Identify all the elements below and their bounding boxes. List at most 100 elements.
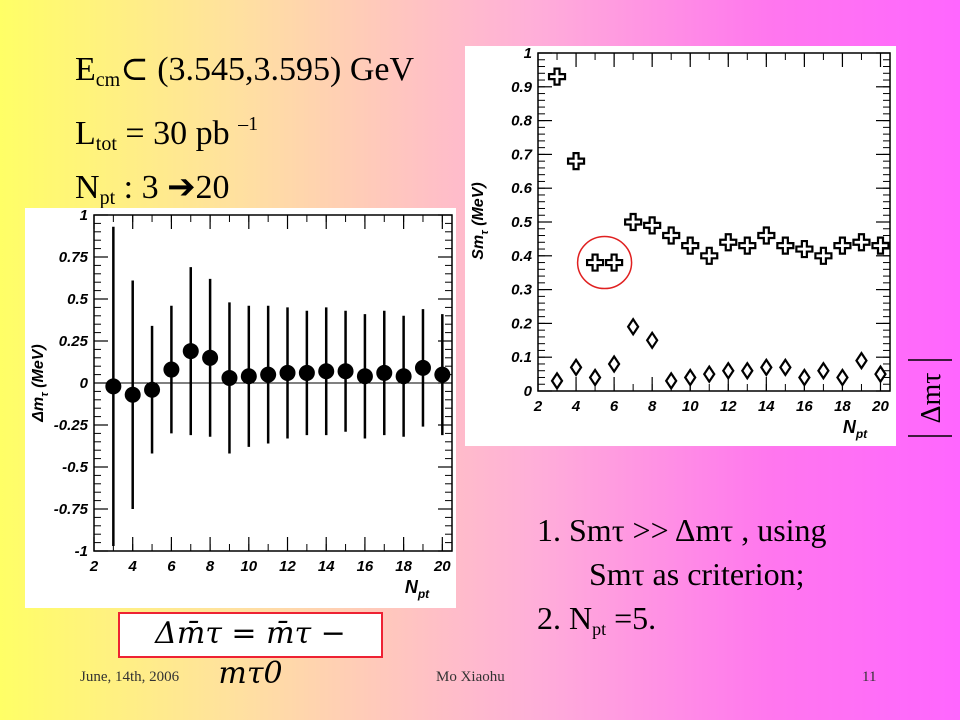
x-tick-label: 16 bbox=[796, 398, 813, 415]
sm-point bbox=[547, 67, 567, 86]
delta-m-abs-point bbox=[569, 357, 583, 377]
sm-point bbox=[757, 226, 776, 245]
x-tick-label: 8 bbox=[648, 398, 657, 415]
data-point bbox=[202, 349, 219, 366]
y-tick-label: -0.5 bbox=[62, 459, 89, 476]
data-point bbox=[298, 364, 315, 381]
delta-m-abs-point bbox=[645, 330, 659, 350]
ecm-line: Ecm⊂ (3.545,3.595) GeV bbox=[75, 48, 414, 102]
sm-point bbox=[719, 233, 738, 252]
header-info: Ecm⊂ (3.545,3.595) GeV Ltot = 30 pb –1 N… bbox=[75, 48, 414, 220]
y-tick-label: 0.2 bbox=[511, 315, 533, 332]
npt-rest: : 3 ➔20 bbox=[115, 169, 230, 206]
note-2-base: 2. N bbox=[537, 600, 593, 636]
x-tick-label: 2 bbox=[89, 558, 99, 575]
footer-page: 11 bbox=[862, 669, 877, 685]
sm-plot-svg: 00.10.20.30.40.50.60.70.80.912 4 6 8 10 12 14 1… bbox=[470, 46, 891, 441]
plot-frame bbox=[537, 52, 891, 392]
x-axis-label: Npt bbox=[843, 417, 868, 441]
data-point bbox=[337, 363, 354, 380]
ltot-base: L bbox=[75, 115, 96, 152]
sm-point bbox=[643, 216, 662, 235]
ecm-sub: cm bbox=[95, 69, 121, 91]
data-point bbox=[434, 366, 451, 383]
notes: 1. Smτ >> Δmτ , using Smτ as criterion; … bbox=[537, 508, 827, 651]
npt-sub: pt bbox=[99, 187, 116, 209]
y-axis-label: Smτ (MeV) bbox=[470, 182, 491, 259]
y-tick-label: 1 bbox=[80, 208, 88, 224]
y-tick-label: 0.5 bbox=[67, 291, 89, 308]
x-tick-label: 10 bbox=[240, 558, 257, 575]
data-point bbox=[221, 369, 238, 386]
y-tick-label: -0.25 bbox=[54, 417, 89, 434]
delta-m-abs-point bbox=[798, 367, 811, 387]
y-tick-label: 1 bbox=[524, 46, 532, 62]
footer-date: June, 14th, 2006 bbox=[80, 669, 180, 685]
delta-m-abs-point bbox=[817, 361, 830, 381]
x-tick-label: 2 bbox=[533, 398, 543, 415]
delta-m-plot: -1 -0.75 -0.5 -0.25 0 0.25 0.5 0.75 1 2 4 6 8 10 12 14 1… bbox=[25, 208, 456, 608]
y-axis-label: Δmτ (MeV) bbox=[30, 344, 51, 422]
delta-m-abs-point bbox=[683, 367, 697, 387]
sm-point bbox=[624, 212, 643, 232]
x-tick-label: 18 bbox=[395, 558, 412, 575]
x-tick-label: 4 bbox=[571, 398, 581, 415]
data-point bbox=[260, 366, 277, 383]
y-tick-label: 0.5 bbox=[511, 214, 533, 231]
note-2-sub: pt bbox=[592, 619, 607, 639]
x-tick-label: 12 bbox=[279, 558, 296, 575]
sm-point bbox=[681, 236, 700, 255]
ltot-rest: = 30 pb bbox=[116, 115, 239, 152]
delta-m-abs-point bbox=[664, 371, 678, 391]
x-tick-label: 10 bbox=[682, 398, 699, 415]
abs-delta-m-text: Δmτ bbox=[916, 372, 947, 423]
sm-point bbox=[738, 236, 757, 255]
note-2-rest: =5. bbox=[606, 600, 657, 636]
y-tick-label: 0.6 bbox=[511, 180, 533, 197]
ecm-rest: ⊂ (3.545,3.595) GeV bbox=[120, 51, 415, 88]
x-tick-label: 14 bbox=[758, 398, 775, 415]
delta-m-abs-point bbox=[779, 357, 792, 377]
abs-delta-m-label: Δmτ bbox=[900, 352, 960, 444]
sm-point bbox=[833, 236, 852, 255]
delta-m-abs-point bbox=[702, 364, 716, 384]
data-point bbox=[144, 381, 161, 398]
x-tick-label: 4 bbox=[128, 558, 138, 575]
y-tick-label: 0.75 bbox=[59, 249, 89, 266]
x-tick-label: 6 bbox=[167, 558, 176, 575]
highlight-circle bbox=[576, 235, 633, 290]
data-point bbox=[124, 386, 141, 403]
data-point bbox=[376, 364, 393, 381]
sm-point bbox=[605, 253, 624, 272]
x-tick-label: 6 bbox=[610, 398, 619, 415]
data-point bbox=[414, 359, 431, 376]
npt-line: Npt : 3 ➔20 bbox=[75, 166, 414, 220]
delta-m-abs-point bbox=[760, 357, 773, 377]
delta-m-abs-point bbox=[740, 361, 754, 381]
delta-m-abs-point bbox=[874, 364, 887, 384]
x-tick-label: 20 bbox=[871, 398, 889, 415]
data-point bbox=[395, 368, 412, 385]
sm-point bbox=[795, 239, 814, 259]
y-tick-label: 0.3 bbox=[511, 282, 533, 299]
sm-point bbox=[814, 246, 833, 265]
y-tick-label: 0.8 bbox=[511, 113, 533, 130]
delta-m-abs-point bbox=[855, 351, 868, 371]
y-tick-label: 0 bbox=[80, 375, 89, 392]
note-1: 1. Smτ >> Δmτ , using bbox=[537, 512, 827, 548]
x-tick-label: 8 bbox=[206, 558, 215, 575]
y-tick-label: -0.75 bbox=[54, 501, 89, 518]
ltot-line: Ltot = 30 pb –1 bbox=[75, 102, 414, 166]
delta-m-abs-point bbox=[836, 367, 849, 387]
data-point bbox=[356, 368, 373, 385]
sm-plot: 0 0.1 0.2 0.3 0.4 0.5 0.6 0.7 0.8 0.9 1 2 4 6 8 10 12 14 1… bbox=[465, 46, 896, 446]
delta-m-abs-point bbox=[626, 317, 640, 337]
ltot-sup: –1 bbox=[238, 113, 259, 135]
data-point bbox=[182, 343, 199, 360]
x-tick-label: 14 bbox=[318, 558, 335, 575]
y-tick-label: 0.9 bbox=[511, 79, 533, 96]
y-tick-label: 0.7 bbox=[511, 146, 533, 163]
y-tick-label: 0 bbox=[524, 383, 533, 400]
footer-author: Mo Xiaohu bbox=[436, 669, 505, 685]
